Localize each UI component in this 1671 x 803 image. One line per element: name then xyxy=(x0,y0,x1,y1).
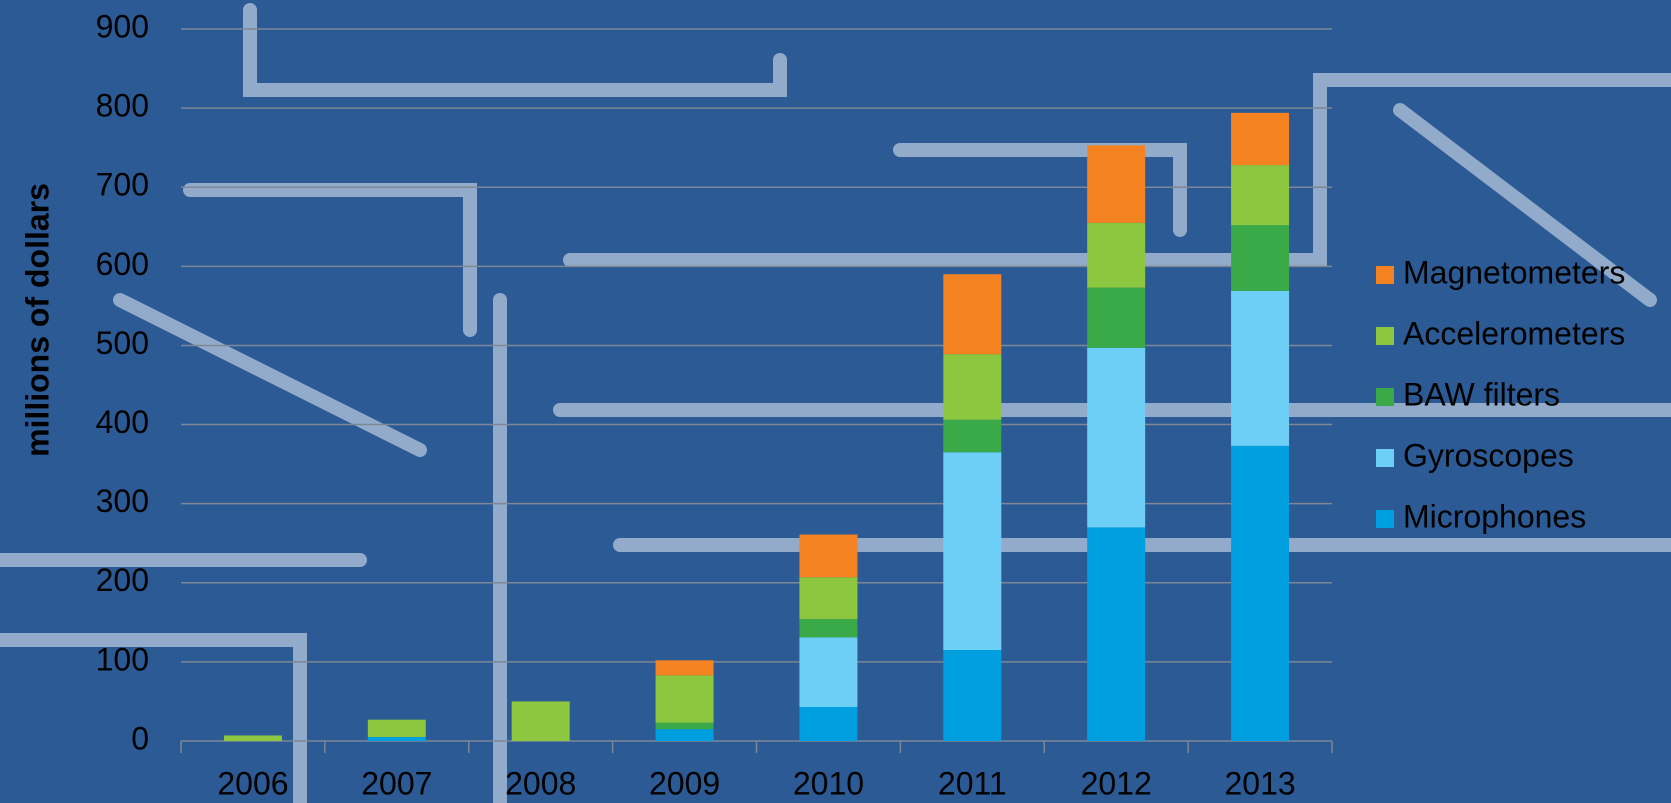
y-tick-label: 500 xyxy=(96,325,149,361)
legend-swatch xyxy=(1376,449,1394,467)
y-tick-label: 100 xyxy=(96,641,149,677)
y-tick-label: 0 xyxy=(131,720,149,756)
bar-segment xyxy=(943,650,1002,741)
y-tick-label: 200 xyxy=(96,562,149,598)
y-axis-title: millions of dollars xyxy=(19,183,55,457)
y-tick-label: 700 xyxy=(96,167,149,203)
bar-segment xyxy=(799,619,858,638)
bar-segment xyxy=(1231,290,1290,446)
bar-segment xyxy=(655,722,714,730)
bar-segment xyxy=(799,534,858,578)
x-tick-label: 2008 xyxy=(505,765,576,801)
x-tick-label: 2011 xyxy=(938,765,1007,801)
legend-label: BAW filters xyxy=(1403,376,1560,412)
legend-swatch xyxy=(1376,510,1394,528)
legend-label: Gyroscopes xyxy=(1403,437,1574,473)
x-tick-label: 2007 xyxy=(361,765,432,801)
bar-segment xyxy=(1087,347,1146,528)
bar-segment xyxy=(367,719,426,738)
bar-segment xyxy=(511,701,570,741)
bar-segment xyxy=(223,735,282,741)
bar-segment xyxy=(1231,225,1290,291)
legend-label: Microphones xyxy=(1403,498,1586,534)
bar-segment xyxy=(1231,445,1290,741)
bar-segment xyxy=(943,452,1002,651)
y-tick-label: 300 xyxy=(96,483,149,519)
legend-label: Magnetometers xyxy=(1403,254,1625,290)
bar-segment xyxy=(1087,527,1146,741)
bar-segment xyxy=(1231,112,1290,166)
x-tick-label: 2013 xyxy=(1224,765,1295,801)
legend-label: Accelerometers xyxy=(1403,315,1625,351)
bar-segment xyxy=(943,274,1002,355)
bar-segment xyxy=(655,660,714,676)
bar-segment xyxy=(1087,287,1146,348)
y-tick-label: 900 xyxy=(96,8,149,44)
bar-segment xyxy=(799,577,858,620)
bar-segment xyxy=(799,706,858,741)
bar-segment xyxy=(1087,222,1146,288)
bar-segment xyxy=(799,637,858,707)
legend-swatch xyxy=(1376,388,1394,406)
y-tick-label: 400 xyxy=(96,404,149,440)
y-tick-label: 800 xyxy=(96,88,149,124)
bar-segment xyxy=(655,675,714,723)
bar-segment xyxy=(943,354,1002,420)
bar-segment xyxy=(943,419,1002,453)
bar-segment xyxy=(655,729,714,741)
y-tick-label: 600 xyxy=(96,246,149,282)
bar-segment xyxy=(367,737,426,741)
legend-swatch xyxy=(1376,327,1394,345)
bar-segment xyxy=(1087,145,1146,223)
x-tick-label: 2006 xyxy=(217,765,288,801)
x-tick-label: 2010 xyxy=(793,765,864,801)
x-tick-label: 2012 xyxy=(1081,765,1152,801)
x-tick-label: 2009 xyxy=(649,765,720,801)
legend-swatch xyxy=(1376,266,1394,284)
bar-segment xyxy=(1231,165,1290,226)
